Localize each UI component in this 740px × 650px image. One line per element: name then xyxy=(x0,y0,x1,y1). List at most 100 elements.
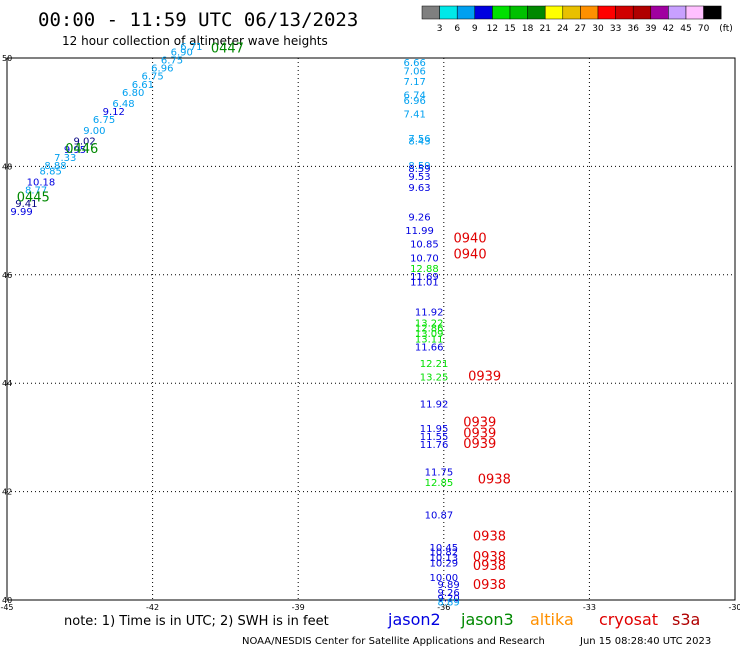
color-scale-label: 39 xyxy=(645,24,657,34)
color-scale-label: 9 xyxy=(472,24,478,34)
color-swatch xyxy=(703,5,722,20)
plot-frame xyxy=(6,57,736,601)
wave-height-label: 12.21 xyxy=(420,359,449,370)
wave-height-label: 10.45 xyxy=(429,543,458,554)
footer-credit: NOAA/NESDIS Center for Satellite Applica… xyxy=(242,636,545,647)
color-scale-label: 30 xyxy=(592,24,604,34)
color-swatch xyxy=(544,5,564,20)
x-tick-label: -45 xyxy=(0,603,13,612)
wave-height-label: 11.92 xyxy=(420,400,449,411)
wave-height-label: 8.77 xyxy=(25,186,47,197)
color-scale-label: 12 xyxy=(487,24,498,34)
color-swatch xyxy=(685,5,704,20)
chart-title: 00:00 - 11:59 UTC 06/13/2023 xyxy=(38,9,358,31)
color-scale-unit: (ft) xyxy=(719,24,733,34)
x-tick-label: -30 xyxy=(728,603,740,612)
footer-timestamp: Jun 15 08:28:40 UTC 2023 xyxy=(579,636,711,647)
x-tick-label: -33 xyxy=(583,603,596,612)
wave-height-label: 6.96 xyxy=(404,96,426,107)
color-swatch xyxy=(474,5,493,20)
color-swatch xyxy=(439,5,458,20)
wave-height-label: 9.20 xyxy=(438,594,460,605)
wave-height-label: 6.90 xyxy=(171,47,193,58)
pass-time-label: 0939 xyxy=(463,416,496,431)
wave-height-label: 8.59 xyxy=(408,161,430,172)
wave-height-label: 11.76 xyxy=(420,440,449,451)
wave-height-label: 12.88 xyxy=(410,264,439,275)
pass-time-label: 0938 xyxy=(473,559,506,574)
wave-height-label: 11.92 xyxy=(415,307,444,318)
wave-height-label: 9.26 xyxy=(408,213,430,224)
wave-height-label: 9.99 xyxy=(10,207,32,218)
wave-height-label: 11.69 xyxy=(410,272,439,283)
wave-height-label: 10.29 xyxy=(429,558,458,569)
pass-time-label: 0938 xyxy=(478,472,511,487)
y-tick-label: 46 xyxy=(2,271,12,280)
color-swatch xyxy=(632,5,652,20)
wave-height-label: 9.53 xyxy=(408,172,430,183)
wave-height-label: 10.00 xyxy=(429,573,458,584)
wave-height-label: 6.96 xyxy=(151,64,173,75)
wave-height-label: 8.43 xyxy=(408,137,430,148)
wave-height-label: 6.74 xyxy=(404,91,426,102)
color-scale-label: 18 xyxy=(522,24,534,34)
pass-time-label: 0939 xyxy=(463,437,496,452)
wave-height-label: 12.86 xyxy=(415,324,444,335)
wave-height-label: 11.55 xyxy=(420,432,449,443)
color-scale-label: 42 xyxy=(663,24,674,34)
color-swatch xyxy=(527,5,546,20)
color-scale-label: 21 xyxy=(539,24,550,34)
axis-tick-labels: -45 -42 -39 -36 -33 -30 50 48 46 44 42 40 xyxy=(0,54,740,612)
color-scale-label: 3 xyxy=(437,24,443,34)
wave-height-label: 9.00 xyxy=(83,126,105,137)
y-tick-label: 40 xyxy=(2,596,12,605)
wave-height-label: 11.95 xyxy=(420,424,449,435)
wave-height-label: 7.17 xyxy=(404,77,426,88)
wave-height-label: 10.18 xyxy=(27,177,56,188)
color-swatch xyxy=(580,5,599,20)
y-tick-label: 48 xyxy=(2,162,12,171)
wave-height-label: 9.41 xyxy=(15,199,37,210)
pass-time-label: 0447 xyxy=(211,42,244,57)
wave-height-label: 10.85 xyxy=(410,240,439,251)
y-tick-label: 44 xyxy=(2,379,12,388)
wave-height-label: 6.66 xyxy=(404,58,426,69)
color-scale-label: 24 xyxy=(557,24,569,34)
wave-height-label: 6.48 xyxy=(112,99,134,110)
wave-height-label: 10.70 xyxy=(410,253,439,264)
color-swatch xyxy=(562,5,581,20)
color-swatch xyxy=(492,5,511,20)
wave-height-label: 6.75 xyxy=(93,115,115,126)
color-scale-legend: 3 6 9 12 15 18 21 24 27 30 33 36 39 42 45 70 (ft) xyxy=(421,5,733,34)
color-scale-label: 15 xyxy=(504,24,515,34)
satellite-legend-jason3: jason3 xyxy=(460,610,514,629)
wave-height-label: 11.66 xyxy=(415,343,444,354)
wave-height-label: 7.33 xyxy=(54,153,76,164)
pass-time-labels: 0447044604450940094009390939093909390938… xyxy=(17,42,511,594)
satellite-legend-s3a: s3a xyxy=(672,610,700,629)
chart-subtitle: 12 hour collection of altimeter wave hei… xyxy=(62,34,328,48)
wave-height-label: 6.61 xyxy=(132,80,154,91)
satellite-legend: jason2 jason3 altika cryosat s3a xyxy=(387,610,700,629)
x-tick-label: -42 xyxy=(146,603,159,612)
wave-height-label: 13.22 xyxy=(415,318,444,329)
color-swatch xyxy=(509,5,528,20)
wave-height-label: 8.89 xyxy=(438,597,460,608)
color-swatch xyxy=(456,5,476,20)
wave-height-label: 7.06 xyxy=(404,66,426,77)
y-tick-label: 50 xyxy=(2,54,12,63)
footer-note: note: 1) Time is in UTC; 2) SWH is in fe… xyxy=(64,614,329,629)
color-swatch xyxy=(615,5,634,20)
pass-time-label: 0938 xyxy=(473,578,506,593)
pass-time-label: 0445 xyxy=(17,191,50,206)
wave-height-label: 11.99 xyxy=(405,226,434,237)
color-scale-label: 6 xyxy=(454,24,460,34)
wave-height-label: 11.01 xyxy=(410,278,439,289)
wave-height-label: 8.85 xyxy=(40,167,62,178)
color-scale-label: 70 xyxy=(698,24,710,34)
wave-height-label: 6.75 xyxy=(141,72,163,83)
x-tick-label: -39 xyxy=(292,603,305,612)
pass-time-label: 0938 xyxy=(473,529,506,544)
color-swatch xyxy=(650,5,669,20)
